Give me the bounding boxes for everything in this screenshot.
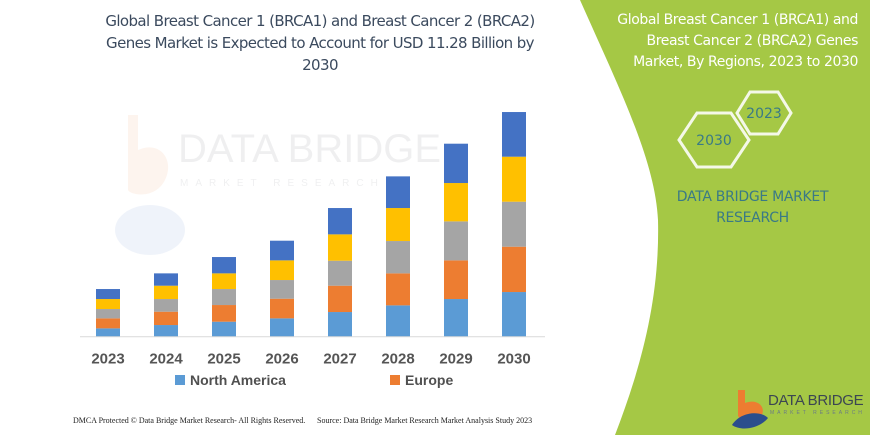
bar-segment-2023-series-3 — [96, 309, 120, 319]
bar-segment-2030-north-america — [502, 292, 526, 337]
logo-icon — [732, 390, 768, 429]
bar-segment-2029-north-america — [444, 299, 468, 337]
chart-title: Global Breast Cancer 1 (BRCA1) and Breas… — [80, 10, 560, 76]
bar-segment-2027-series-3 — [328, 260, 352, 286]
bar-segment-2030-series-3 — [502, 201, 526, 247]
bar-segment-2027-series-4 — [328, 234, 352, 261]
hex-label-2030: 2030 — [696, 133, 732, 149]
hexagon-2023 — [735, 90, 793, 136]
footer-copyright: DMCA Protected © Data Bridge Market Rese… — [73, 416, 306, 425]
hexagon-2030 — [677, 111, 751, 169]
bar-segment-2029-series-5 — [444, 143, 468, 184]
bar-segment-2026-north-america — [270, 318, 294, 337]
legend-item-north-america: North America — [175, 372, 286, 388]
x-tick-label: 2025 — [207, 351, 240, 368]
x-tick-label: 2024 — [149, 351, 183, 368]
x-tick-label: 2028 — [381, 351, 414, 368]
bar-segment-2028-europe — [386, 273, 410, 306]
title-line: Genes Market is Expected to Account for … — [106, 34, 535, 52]
legend-swatch — [390, 375, 400, 385]
bar-segment-2028-series-4 — [386, 208, 410, 242]
side-title-line: Breast Cancer 2 (BRCA2) Genes — [646, 33, 859, 49]
bar-segment-2024-north-america — [154, 325, 178, 337]
bar-segment-2024-series-5 — [154, 273, 178, 286]
bar-segment-2030-series-4 — [502, 156, 526, 202]
side-panel-title: Global Breast Cancer 1 (BRCA1) and Breas… — [578, 10, 858, 73]
bar-segment-2023-europe — [96, 318, 120, 329]
brand-text: DATA BRIDGE MARKET RESEARCH — [660, 187, 845, 229]
legend-swatch — [175, 375, 185, 385]
bar-segment-2024-europe — [154, 311, 178, 326]
bar-segment-2027-europe — [328, 285, 352, 313]
brand-line: RESEARCH — [716, 210, 789, 226]
bar-segment-2030-europe — [502, 246, 526, 293]
bar-segment-2024-series-3 — [154, 299, 178, 312]
watermark-logo: DATA BRIDGE MARKET RESEARCH — [115, 115, 441, 255]
x-tick-label: 2030 — [497, 351, 530, 368]
side-title-line: Global Breast Cancer 1 (BRCA1) and — [617, 12, 858, 28]
bar-segment-2029-series-3 — [444, 221, 468, 261]
bar-segment-2028-series-5 — [386, 176, 410, 209]
bar-segment-2028-north-america — [386, 305, 410, 337]
side-title-line: Market, By Regions, 2023 to 2030 — [633, 54, 858, 70]
legend-label: North America — [190, 372, 286, 388]
bar-segment-2030-series-5 — [502, 112, 526, 157]
svg-text:DATA BRIDGE: DATA BRIDGE — [178, 127, 441, 171]
title-line: 2030 — [302, 56, 338, 74]
bar-segment-2026-series-4 — [270, 260, 294, 281]
x-tick-label: 2023 — [91, 351, 124, 368]
bar-segment-2027-north-america — [328, 312, 352, 337]
bar-segment-2026-series-5 — [270, 240, 294, 261]
svg-text:MARKET RESEARCH: MARKET RESEARCH — [180, 178, 385, 189]
bar-segment-2028-series-3 — [386, 241, 410, 274]
bar-segment-2023-north-america — [96, 328, 120, 337]
legend-label: Europe — [405, 372, 454, 388]
bar-segment-2025-north-america — [212, 321, 236, 337]
x-tick-label: 2027 — [323, 351, 356, 368]
bar-segment-2024-series-4 — [154, 285, 178, 300]
footer-source: Source: Data Bridge Market Research Mark… — [317, 416, 533, 425]
x-tick-label: 2029 — [439, 351, 472, 368]
bar-segment-2025-europe — [212, 305, 236, 322]
stacked-bar-chart: 2023 2024 2025 2026 2027 2028 2029 2030 — [80, 112, 545, 368]
logo-name: DATA BRIDGE — [768, 392, 864, 409]
legend-item-europe: Europe — [390, 372, 453, 388]
bar-segment-2026-europe — [270, 298, 294, 319]
bar-segment-2023-series-5 — [96, 289, 120, 300]
bar-segment-2027-series-5 — [328, 208, 352, 235]
bar-segment-2023-series-4 — [96, 299, 120, 310]
title-line: Global Breast Cancer 1 (BRCA1) and Breas… — [105, 12, 535, 30]
bar-segment-2026-series-3 — [270, 280, 294, 299]
logo-subtitle: MARKET RESEARCH — [770, 410, 865, 416]
hex-label-2023: 2023 — [746, 106, 782, 122]
bar-segment-2029-europe — [444, 260, 468, 300]
bar-segment-2025-series-4 — [212, 273, 236, 290]
bar-segment-2029-series-4 — [444, 183, 468, 222]
bar-segment-2025-series-5 — [212, 257, 236, 274]
x-tick-label: 2026 — [265, 351, 298, 368]
green-panel — [580, 0, 870, 435]
brand-line: DATA BRIDGE MARKET — [676, 189, 829, 205]
bar-segment-2025-series-3 — [212, 289, 236, 306]
